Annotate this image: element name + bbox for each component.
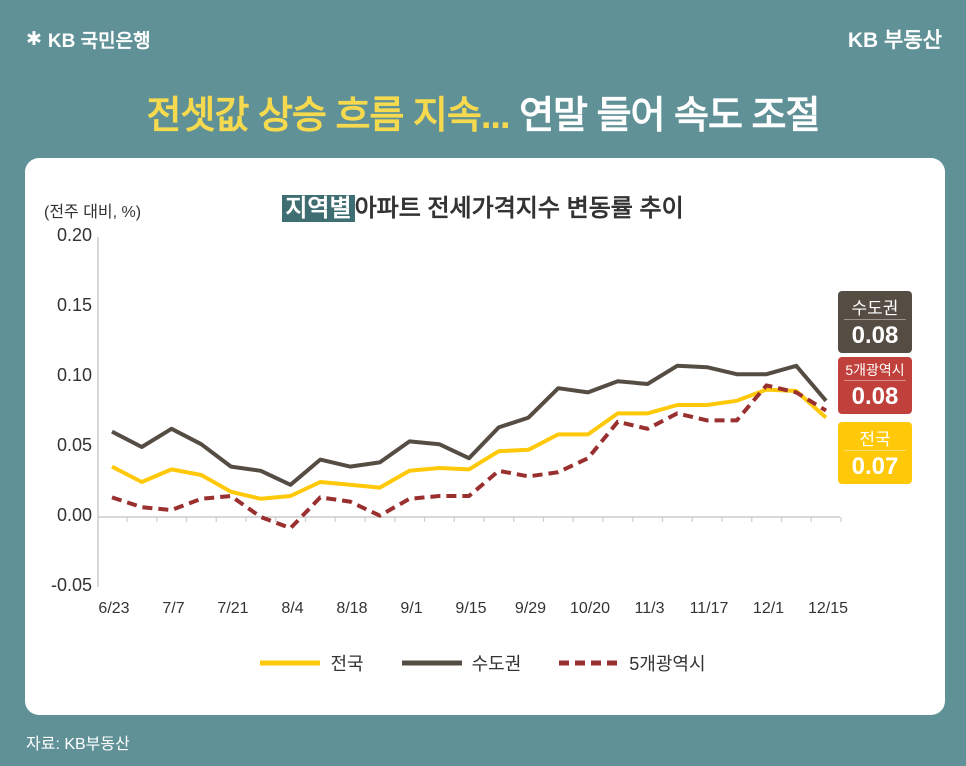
x-tick-label: 7/7 <box>162 600 185 617</box>
x-tick-label: 9/1 <box>400 600 423 617</box>
end-label-value: 0.08 <box>851 322 899 349</box>
x-tick-label: 9/29 <box>514 600 547 617</box>
legend-label: 전국 <box>330 654 364 674</box>
y-axis-unit: (전주 대비, %) <box>44 204 142 221</box>
kb-star-icon: ✱ <box>26 29 42 50</box>
x-tick-label: 12/15 <box>807 600 849 617</box>
legend-label: 수도권 <box>471 654 522 674</box>
chart-card <box>25 158 945 715</box>
end-label-name: 5개광역시 <box>844 357 906 381</box>
series-line-0 <box>111 387 828 501</box>
x-tick-label: 10/20 <box>569 600 611 617</box>
y-tick-label: 0.00 <box>56 505 92 525</box>
legend-item: 전국 <box>260 650 364 676</box>
x-tick-label: 7/21 <box>217 600 249 617</box>
end-label-1: 5개광역시 0.08 <box>838 357 912 414</box>
end-label-value: 0.07 <box>851 453 899 480</box>
legend-swatch <box>559 660 620 666</box>
chart-title-highlight: 지역별 <box>282 195 355 222</box>
end-label-name: 수도권 <box>844 291 906 320</box>
chart-title-text: 아파트 전세가격지수 변동률 추이 <box>354 195 684 222</box>
legend: 전국 수도권 5개광역시 <box>0 650 966 676</box>
x-tick-label: 8/4 <box>281 600 304 617</box>
x-tick-label: 8/18 <box>336 600 368 617</box>
source-note: 자료: KB부동산 <box>26 736 130 753</box>
legend-label: 5개광역시 <box>629 654 706 674</box>
series-line-1 <box>111 363 828 487</box>
x-tick-label: 9/15 <box>455 600 487 617</box>
end-label-0: 수도권 0.08 <box>838 291 912 353</box>
kb-kookmin-logo: ✱ KB 국민은행 <box>26 26 151 53</box>
legend-item: 5개광역시 <box>559 650 706 676</box>
chart-title: 지역별 아파트 전세가격지수 변동률 추이 <box>0 188 966 223</box>
headline: 전셋값 상승 흐름 지속... 연말 들어 속도 조절 <box>0 84 966 139</box>
headline-yellow: 전셋값 상승 흐름 지속... <box>146 95 511 137</box>
y-tick-label: 0.20 <box>56 225 92 245</box>
end-label-name: 전국 <box>844 422 906 451</box>
legend-item: 수도권 <box>401 650 522 676</box>
kb-realestate-logo: KB 부동산 <box>847 29 942 52</box>
end-label-value: 0.08 <box>851 383 899 410</box>
y-tick-label: -0.05 <box>50 575 92 595</box>
logo-text: KB 국민은행 <box>47 31 151 52</box>
x-tick-label: 12/1 <box>752 600 785 617</box>
x-tick-label: 11/17 <box>689 600 729 617</box>
end-label-2: 전국 0.07 <box>838 422 912 484</box>
x-tick-label: 11/3 <box>634 600 665 617</box>
x-tick-label: 6/23 <box>98 600 130 617</box>
headline-white: 연말 들어 속도 조절 <box>519 95 820 137</box>
legend-swatch <box>260 660 321 666</box>
y-tick-label: 0.15 <box>56 295 92 315</box>
y-tick-label: 0.10 <box>56 365 92 385</box>
legend-swatch <box>401 660 462 666</box>
y-tick-label: 0.05 <box>56 435 92 455</box>
